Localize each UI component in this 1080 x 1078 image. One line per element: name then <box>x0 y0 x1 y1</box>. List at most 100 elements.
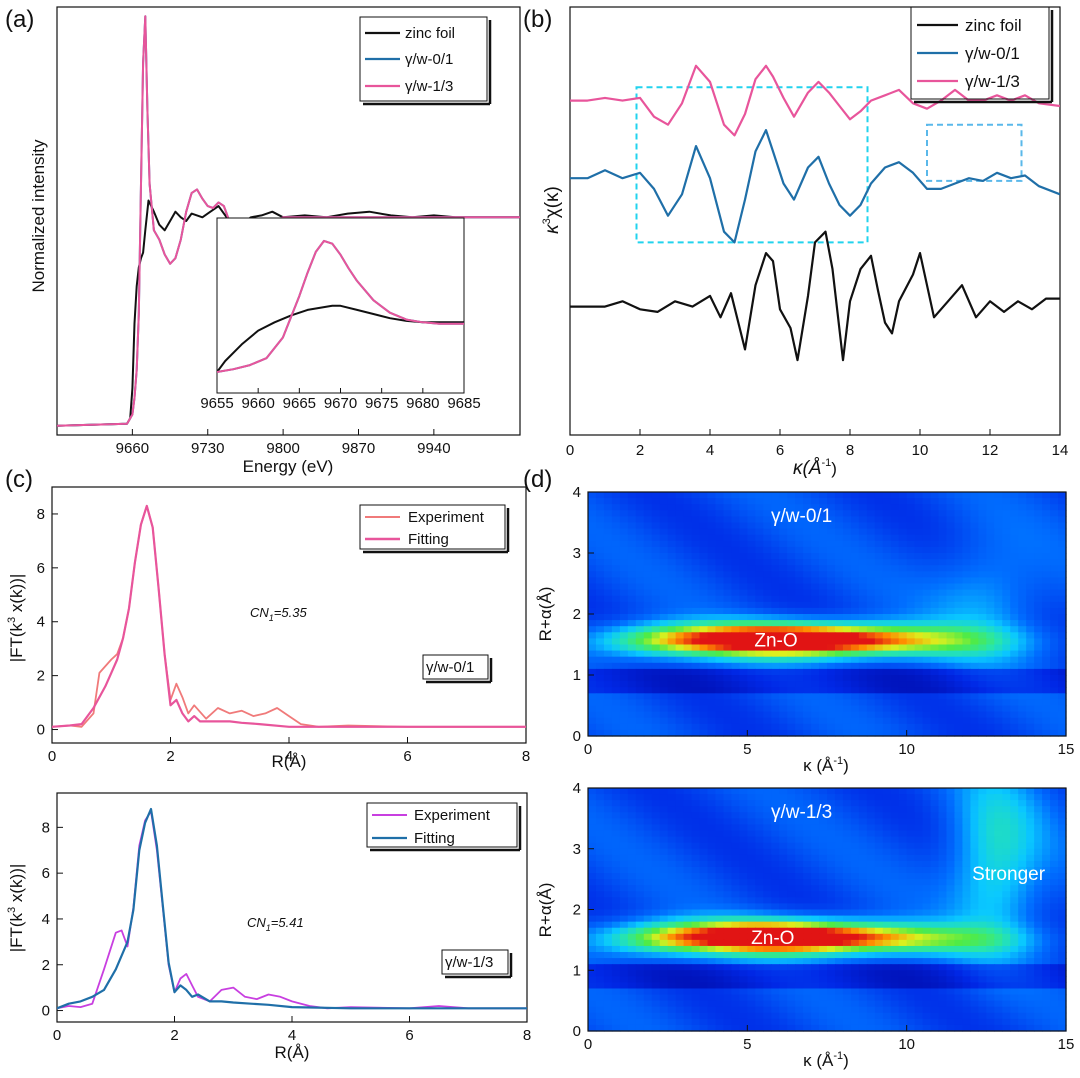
panel-d2-cell <box>914 836 924 844</box>
panel-d2-cell <box>627 830 637 838</box>
panel-d2-cell <box>898 830 908 838</box>
panel-d2-cell <box>874 921 884 929</box>
panel-d2-cell <box>763 824 772 832</box>
panel-d2-cell <box>1010 1006 1019 1014</box>
panel-d2-cell <box>643 1006 653 1014</box>
panel-d2-cell <box>659 897 669 905</box>
panel-d1-cell <box>1050 504 1059 511</box>
panel-d1-cell <box>771 626 780 633</box>
panel-d1-cell <box>803 711 812 719</box>
panel-d2-cell <box>667 836 677 844</box>
panel-d1-cell <box>850 662 860 670</box>
panel-d2-cell <box>595 939 605 947</box>
panel-d2-cell <box>819 933 828 941</box>
panel-d1-cell <box>858 589 868 597</box>
panel-d1-cell <box>1042 522 1051 530</box>
panel-d2-cell <box>675 836 685 844</box>
panel-d2-cell <box>1034 1024 1043 1032</box>
panel-d1-cell <box>803 534 812 542</box>
panel-d2-cell <box>771 879 780 886</box>
panel-d2-cell <box>675 830 685 838</box>
panel-d1-cell <box>978 504 987 511</box>
panel-d1-cell <box>1058 553 1067 560</box>
panel-d1-cell <box>1050 717 1059 725</box>
panel-d2-cell <box>723 939 732 947</box>
panel-d2-cell <box>978 854 987 862</box>
panel-d2-cell <box>651 915 661 923</box>
panel-d2-cell <box>771 854 780 862</box>
panel-d1-cell <box>1026 559 1035 566</box>
panel-d2-cell <box>906 939 916 947</box>
panel-d1-cell <box>723 607 732 615</box>
panel-d1-cell <box>819 662 828 670</box>
panel-d1-cell <box>643 589 653 597</box>
panel-d1-cell <box>954 553 964 560</box>
panel-d1-cell <box>930 620 940 627</box>
panel-d2-cell <box>619 921 629 929</box>
panel-d1-cell <box>723 614 732 621</box>
panel-d2-cell <box>747 806 756 813</box>
panel-d1-cell <box>659 632 669 639</box>
panel-d2-cell <box>651 927 661 935</box>
panel-d1-cell <box>1058 717 1067 725</box>
panel-d2-cell <box>588 794 597 801</box>
panel-d2-cell <box>763 818 772 826</box>
panel-d1-cell <box>994 565 1003 572</box>
panel-d1-cell <box>675 620 685 627</box>
panel-d1-cell <box>930 723 940 731</box>
panel-d1-cell <box>1042 638 1051 646</box>
panel-d2-cell <box>595 818 605 826</box>
panel-d1-cell <box>978 565 987 572</box>
panel-d1-cell <box>651 492 661 499</box>
panel-d1-cell <box>850 650 860 658</box>
panel-d2-cell <box>1018 788 1027 795</box>
panel-d2-cell <box>962 909 971 917</box>
panel-d2-cell <box>819 806 828 813</box>
panel-d2-cell <box>1018 1006 1027 1014</box>
panel-d2-cell <box>1034 921 1043 929</box>
panel-d1-cell <box>858 681 868 688</box>
panel-d2-cell <box>763 1012 772 1020</box>
panel-d1-cell <box>787 559 796 566</box>
panel-d2-cell <box>715 1024 725 1032</box>
panel-d2-cell <box>715 1006 725 1014</box>
panel-d1-cell <box>834 498 844 505</box>
panel-d2-cell <box>1042 1018 1051 1026</box>
panel-d2-cell <box>922 891 932 898</box>
panel-d1-cell <box>1018 607 1027 615</box>
panel-d1-cell <box>779 614 788 621</box>
panel-d1-cell <box>1002 546 1011 554</box>
panel-d2-cell <box>962 860 971 868</box>
panel-d1-cell <box>898 559 908 566</box>
panel-d2-cell <box>1026 866 1035 874</box>
panel-d1-cell <box>1034 693 1043 700</box>
panel-d1-cell <box>779 516 788 524</box>
panel-d2-cell <box>898 1000 908 1008</box>
panel-d1-cell <box>834 571 844 578</box>
panel-d2-cell <box>667 885 677 892</box>
panel-d2-cell <box>914 812 924 819</box>
panel-d1-cell <box>978 577 987 585</box>
panel-d1-cell <box>771 553 780 560</box>
panel-d1-cell <box>611 711 621 719</box>
panel-d2-cell <box>954 830 964 838</box>
panel-d1-cell <box>842 717 852 725</box>
panel-d2-cell <box>699 952 709 959</box>
panel-d2-cell <box>739 818 748 826</box>
panel-d1-cell <box>850 699 860 707</box>
panel-d1-cell <box>795 711 804 719</box>
panel-d1-cell <box>819 729 828 737</box>
panel-d1-cell <box>755 607 764 615</box>
panel-d2-cell <box>938 939 948 947</box>
panel-d2-cell <box>651 1006 661 1014</box>
panel-d1-cell <box>1042 601 1051 609</box>
panel-d2-cell <box>691 836 701 844</box>
panel-d1-cell <box>771 559 780 566</box>
panel-d1-cell <box>866 577 876 585</box>
panel-d2-cell <box>850 945 860 953</box>
panel-c1-sample-label: γ/w-0/1 <box>426 659 474 676</box>
panel-d2-cell <box>739 794 748 801</box>
panel-d1-cell <box>683 620 693 627</box>
panel-d2-cell <box>643 866 653 874</box>
panel-d1-cell <box>1026 540 1035 548</box>
